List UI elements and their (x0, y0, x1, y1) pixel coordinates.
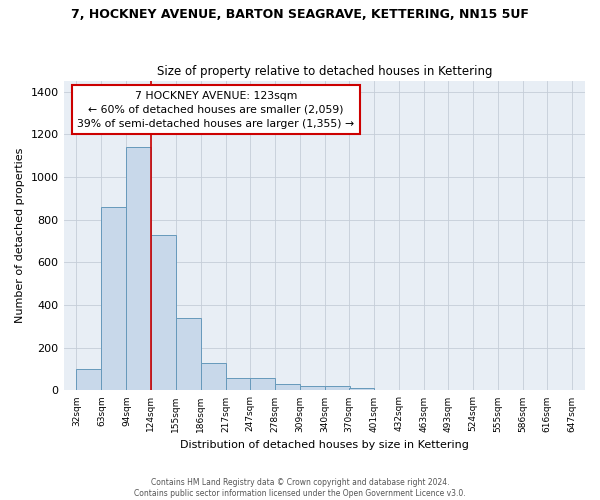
Text: Contains HM Land Registry data © Crown copyright and database right 2024.
Contai: Contains HM Land Registry data © Crown c… (134, 478, 466, 498)
Bar (250, 378, 275, 390)
Bar (299, 386, 325, 390)
Bar (76, 369, 101, 390)
Bar (101, 207, 127, 390)
Text: 7 HOCKNEY AVENUE: 123sqm
← 60% of detached houses are smaller (2,059)
39% of sem: 7 HOCKNEY AVENUE: 123sqm ← 60% of detach… (77, 90, 355, 128)
Bar (176, 318, 200, 390)
Bar (151, 234, 176, 390)
Bar (349, 388, 374, 390)
Bar (226, 378, 251, 390)
Bar (325, 386, 350, 390)
Bar (275, 384, 299, 390)
Bar (200, 362, 226, 390)
Title: Size of property relative to detached houses in Kettering: Size of property relative to detached ho… (157, 66, 492, 78)
Text: 7, HOCKNEY AVENUE, BARTON SEAGRAVE, KETTERING, NN15 5UF: 7, HOCKNEY AVENUE, BARTON SEAGRAVE, KETT… (71, 8, 529, 20)
X-axis label: Distribution of detached houses by size in Kettering: Distribution of detached houses by size … (180, 440, 469, 450)
Y-axis label: Number of detached properties: Number of detached properties (15, 148, 25, 324)
Bar (127, 147, 151, 390)
